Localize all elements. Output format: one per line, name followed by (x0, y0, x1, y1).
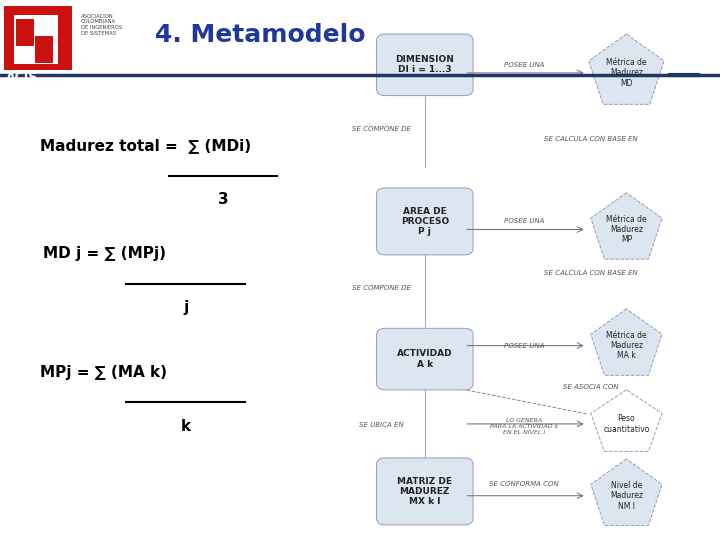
Text: Métrica de
Madurez
MP: Métrica de Madurez MP (606, 214, 647, 245)
Text: ASOCIACION
COLOMBIANA
DE INGENIEROS
DE SISTEMAS: ASOCIACION COLOMBIANA DE INGENIEROS DE S… (81, 14, 122, 36)
Polygon shape (589, 34, 664, 104)
Text: Peso
cuantitativo: Peso cuantitativo (603, 414, 649, 434)
FancyBboxPatch shape (14, 15, 58, 64)
Text: ACTIVIDAD
A k: ACTIVIDAD A k (397, 349, 453, 369)
Text: SE CONFORMA CON: SE CONFORMA CON (490, 481, 559, 487)
Text: MD j = ∑ (MPj): MD j = ∑ (MPj) (43, 246, 166, 261)
Text: POSEE UNA: POSEE UNA (504, 62, 544, 68)
FancyBboxPatch shape (377, 34, 473, 96)
Text: k: k (181, 419, 191, 434)
Text: POSEE UNA: POSEE UNA (504, 218, 544, 225)
Text: SE ASOCIA CON: SE ASOCIA CON (562, 384, 618, 390)
Text: SE CALCULA CON BASE EN: SE CALCULA CON BASE EN (544, 136, 637, 143)
Text: SE COMPONE DE: SE COMPONE DE (352, 285, 411, 292)
Text: POSEE UNA: POSEE UNA (504, 342, 544, 349)
Polygon shape (591, 193, 662, 259)
Polygon shape (591, 459, 662, 525)
Text: j: j (183, 300, 189, 315)
Polygon shape (591, 309, 662, 375)
Text: 4. Metamodelo: 4. Metamodelo (155, 23, 365, 46)
Text: Métrica de
Madurez
MA k: Métrica de Madurez MA k (606, 330, 647, 361)
Text: ACIS: ACIS (6, 71, 38, 84)
Text: SE COMPONE DE: SE COMPONE DE (352, 125, 411, 132)
Text: SE CALCULA CON BASE EN: SE CALCULA CON BASE EN (544, 270, 637, 276)
FancyBboxPatch shape (35, 36, 53, 63)
Text: MPj = ∑ (MA k): MPj = ∑ (MA k) (40, 365, 166, 380)
FancyBboxPatch shape (16, 19, 34, 46)
FancyBboxPatch shape (4, 6, 72, 70)
Text: DIMENSION
DI i = 1...3: DIMENSION DI i = 1...3 (395, 55, 454, 75)
Text: SE UBICA EN: SE UBICA EN (359, 422, 404, 428)
FancyBboxPatch shape (377, 458, 473, 525)
Text: Madurez total =  ∑ (MDi): Madurez total = ∑ (MDi) (40, 138, 251, 153)
Text: LO GENERA
PARA LA ACTIVIDAD k
EN EL NIVEL l: LO GENERA PARA LA ACTIVIDAD k EN EL NIVE… (490, 418, 558, 435)
FancyBboxPatch shape (377, 188, 473, 255)
Polygon shape (591, 390, 662, 451)
Text: 3: 3 (218, 192, 228, 207)
Text: Métrica de
Madurez
MD: Métrica de Madurez MD (606, 58, 647, 88)
Text: MATRIZ DE
MADUREZ
MX k l: MATRIZ DE MADUREZ MX k l (397, 476, 452, 507)
Text: AREA DE
PROCESO
P j: AREA DE PROCESO P j (400, 206, 449, 237)
Text: Nivel de
Madurez
NM l: Nivel de Madurez NM l (610, 481, 643, 511)
FancyBboxPatch shape (377, 328, 473, 390)
